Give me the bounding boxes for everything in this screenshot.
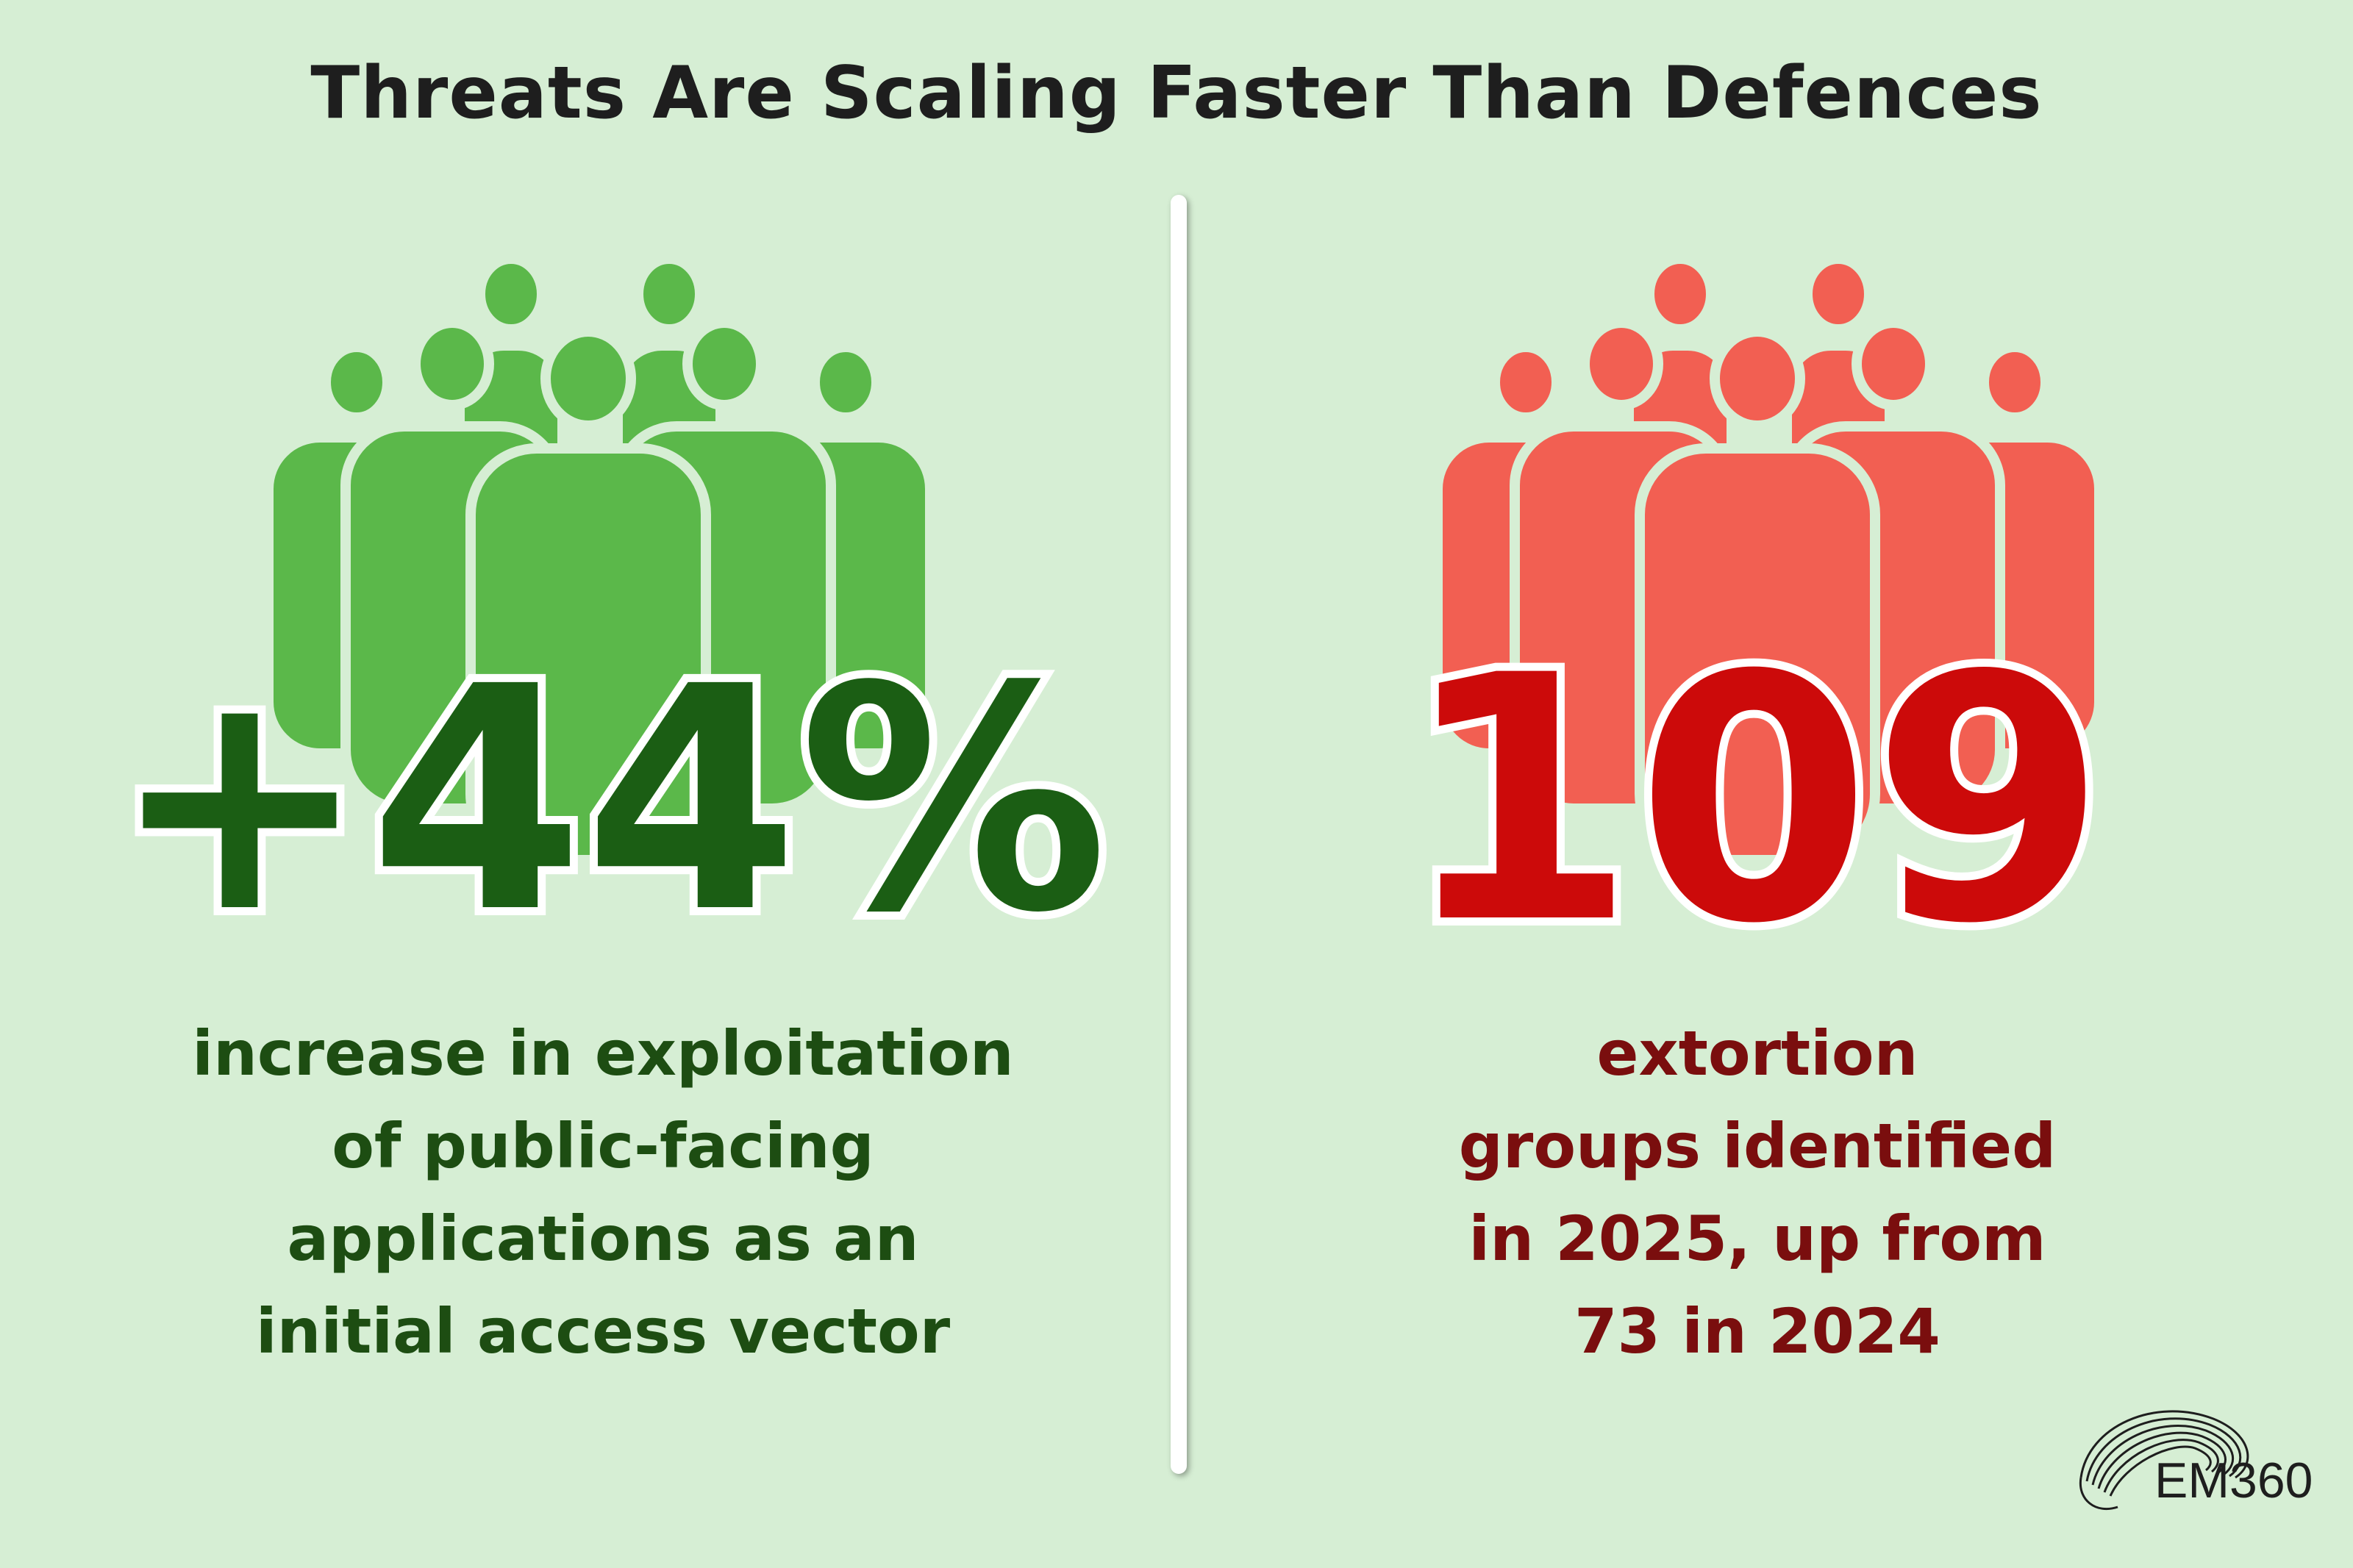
- description-line: extortion: [1596, 1017, 1918, 1089]
- description-line: of public-facing: [332, 1110, 874, 1182]
- logo-text: EM360: [2154, 1453, 2313, 1508]
- stat-description-left: increase in exploitation of public-facin…: [125, 1007, 1081, 1378]
- page-title: Threats Are Scaling Faster Than Defences: [310, 51, 2043, 135]
- people-group-icon: [263, 254, 935, 865]
- description-line: 73 in 2024: [1574, 1295, 1940, 1367]
- stat-count: 109: [1393, 604, 2115, 998]
- description-line: groups identified: [1458, 1110, 2057, 1182]
- em360-logo-icon: [2079, 1410, 2249, 1511]
- description-line: initial access vector: [255, 1295, 951, 1367]
- description-line: increase in exploitation: [192, 1017, 1014, 1089]
- description-line: in 2025, up from: [1468, 1203, 2046, 1275]
- divider: [1171, 195, 1187, 1474]
- stat-percentage: +44%: [102, 621, 1116, 981]
- description-line: applications as an: [287, 1203, 919, 1275]
- people-group-icon: [1432, 254, 2104, 865]
- stat-description-right: extortion groups identified in 2025, up …: [1309, 1007, 2206, 1378]
